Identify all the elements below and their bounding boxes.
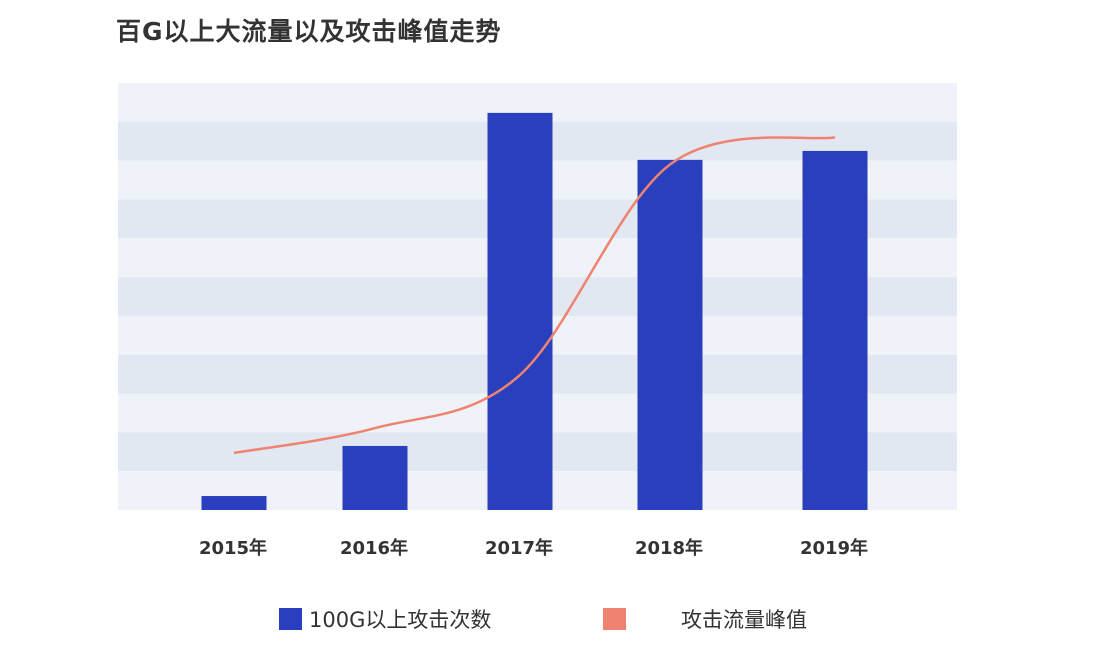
legend-item-peak-traffic: 攻击流量峰值 bbox=[603, 604, 807, 634]
legend-label: 攻击流量峰值 bbox=[681, 608, 807, 632]
bar-2018 bbox=[637, 159, 703, 511]
x-tick-label: 2016年 bbox=[340, 537, 408, 559]
legend-item-attack-count: 100G以上攻击次数 bbox=[279, 604, 491, 634]
x-tick-label: 2015年 bbox=[199, 537, 267, 559]
chart-title: 百G以上大流量以及攻击峰值走势 bbox=[116, 17, 502, 46]
legend-swatch-line bbox=[603, 608, 626, 630]
legend-label: 100G以上攻击次数 bbox=[309, 608, 492, 632]
line-peak-traffic bbox=[233, 136, 836, 455]
bar-2016 bbox=[342, 445, 408, 510]
bar-2015 bbox=[201, 496, 267, 510]
legend-swatch-bar bbox=[279, 608, 302, 630]
x-tick-label: 2018年 bbox=[635, 537, 703, 559]
bar-2017 bbox=[487, 112, 553, 510]
chart-plot: 2015年 2016年 2017年 2018年 2019年 bbox=[118, 83, 957, 559]
bar-2019 bbox=[802, 150, 868, 510]
x-tick-label: 2017年 bbox=[485, 537, 553, 559]
x-tick-label: 2019年 bbox=[800, 537, 868, 559]
